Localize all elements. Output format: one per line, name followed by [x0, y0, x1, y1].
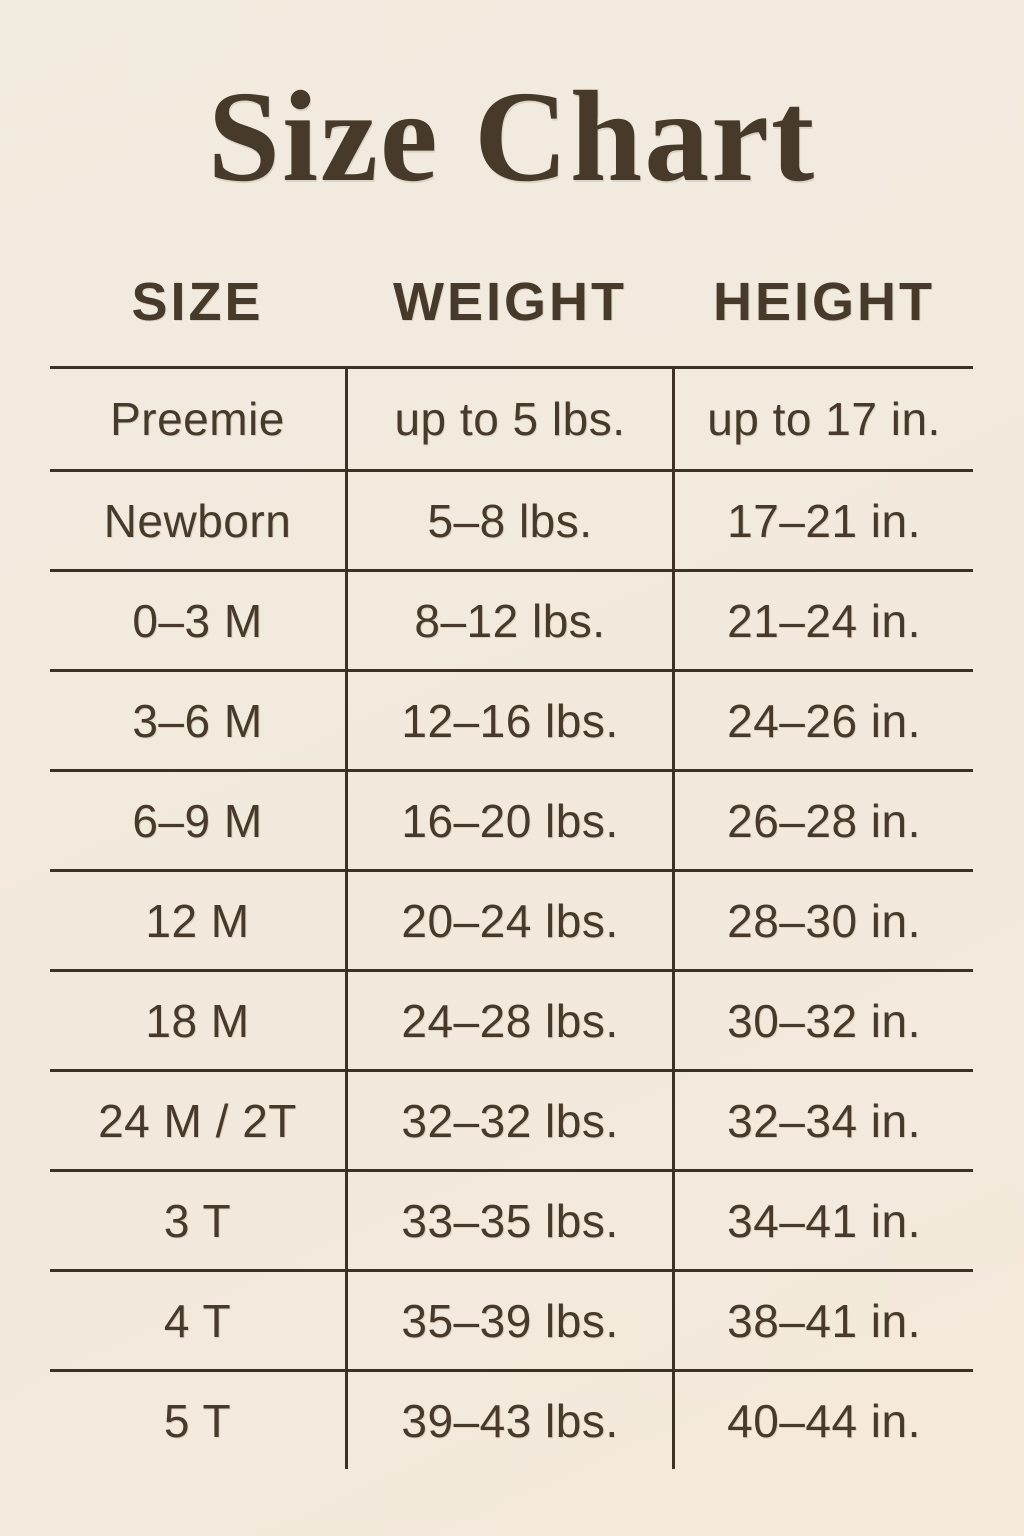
size-cell: 0–3 M	[132, 594, 263, 647]
weight-cell: 33–35 lbs.	[345, 1172, 675, 1269]
height-cell: 32–34 in.	[727, 1094, 921, 1147]
height-cell: 17–21 in.	[727, 494, 921, 547]
size-cell: 3 T	[163, 1194, 232, 1247]
weight-cell: 16–20 lbs.	[345, 772, 675, 869]
weight-cell: 24–28 lbs.	[345, 972, 675, 1069]
height-cell: 34–41 in.	[727, 1194, 921, 1247]
table-row: 3–6 M 12–16 lbs. 24–26 in.	[50, 669, 973, 769]
column-header-height: HEIGHT	[712, 272, 935, 332]
table-row: Newborn 5–8 lbs. 17–21 in.	[50, 469, 973, 569]
size-cell: 24 M / 2T	[98, 1094, 297, 1147]
column-header-weight: WEIGHT	[393, 272, 627, 332]
height-cell: 40–44 in.	[727, 1394, 921, 1447]
table-row: 12 M 20–24 lbs. 28–30 in.	[50, 869, 973, 969]
table-row: 3 T 33–35 lbs. 34–41 in.	[50, 1169, 973, 1269]
table-row: 6–9 M 16–20 lbs. 26–28 in.	[50, 769, 973, 869]
size-cell: 18 M	[145, 994, 250, 1047]
weight-cell: 8–12 lbs.	[345, 572, 675, 669]
table-header-row: SIZE WEIGHT HEIGHT	[50, 266, 973, 338]
height-cell: 30–32 in.	[727, 994, 921, 1047]
height-cell: up to 17 in.	[707, 393, 941, 445]
table-row: 18 M 24–28 lbs. 30–32 in.	[50, 969, 973, 1069]
size-cell: 4 T	[163, 1294, 232, 1347]
table-row: 24 M / 2T 32–32 lbs. 32–34 in.	[50, 1069, 973, 1169]
height-cell: 38–41 in.	[727, 1294, 921, 1347]
weight-cell: 20–24 lbs.	[345, 872, 675, 969]
height-cell: 28–30 in.	[727, 894, 921, 947]
weight-cell: 12–16 lbs.	[345, 672, 675, 769]
weight-cell: 5–8 lbs.	[345, 472, 675, 569]
size-cell: Newborn	[103, 494, 292, 547]
height-cell: 24–26 in.	[727, 694, 921, 747]
weight-cell: 39–43 lbs.	[345, 1372, 675, 1469]
size-cell: 12 M	[145, 894, 250, 947]
height-cell: 26–28 in.	[727, 794, 921, 847]
column-header-size: SIZE	[131, 272, 264, 332]
weight-cell: 35–39 lbs.	[345, 1272, 675, 1369]
size-cell: Preemie	[110, 393, 285, 445]
size-chart-table-body: Preemie up to 5 lbs. up to 17 in. Newbor…	[50, 366, 973, 1469]
weight-cell: 32–32 lbs.	[345, 1072, 675, 1169]
size-cell: 6–9 M	[132, 794, 263, 847]
page-title: Size Chart	[207, 65, 817, 209]
table-row: Preemie up to 5 lbs. up to 17 in.	[50, 369, 973, 469]
table-row: 5 T 39–43 lbs. 40–44 in.	[50, 1369, 973, 1469]
height-cell: 21–24 in.	[727, 594, 921, 647]
size-cell: 3–6 M	[132, 694, 263, 747]
size-cell: 5 T	[163, 1394, 232, 1447]
table-row: 0–3 M 8–12 lbs. 21–24 in.	[50, 569, 973, 669]
weight-cell: up to 5 lbs.	[345, 369, 675, 469]
table-row: 4 T 35–39 lbs. 38–41 in.	[50, 1269, 973, 1369]
